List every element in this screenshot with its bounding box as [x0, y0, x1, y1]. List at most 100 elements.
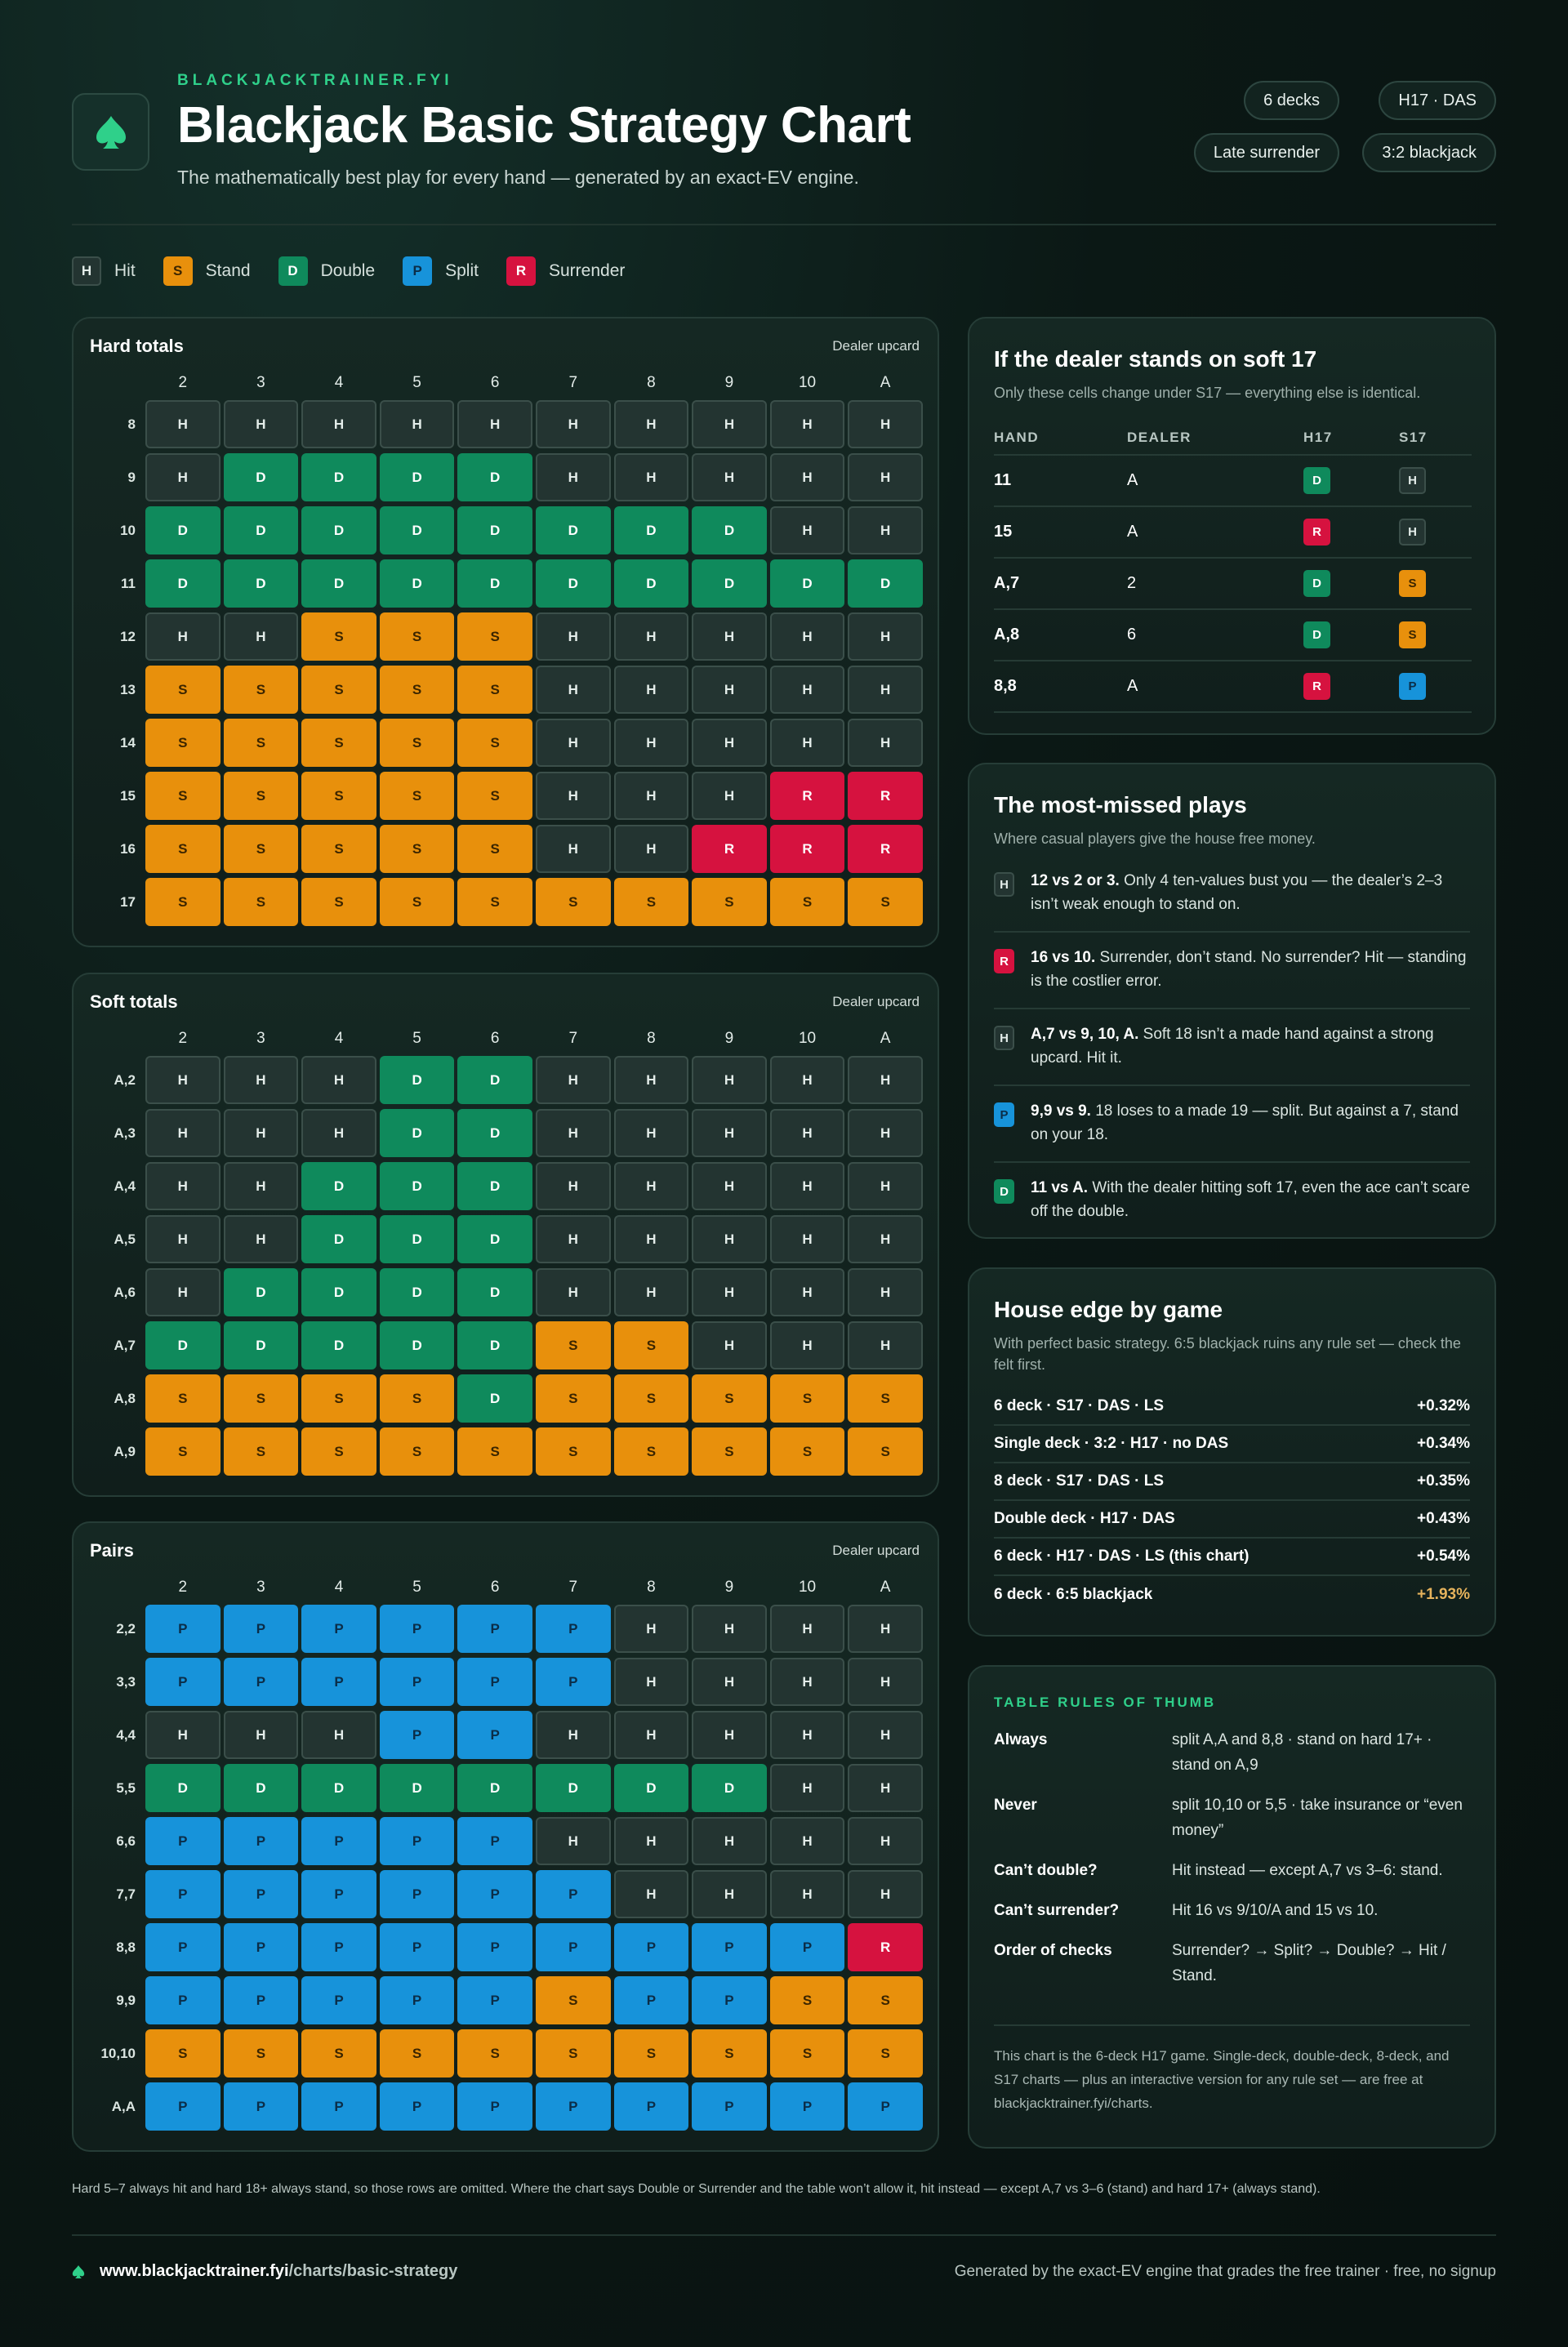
row-label: A,6	[114, 1284, 136, 1300]
strategy-cell: H	[769, 400, 845, 448]
missed-text: 11 vs A. With the dealer hitting soft 17…	[1031, 1176, 1470, 1223]
dealer: A	[1127, 661, 1303, 713]
strategy-cell: D	[457, 1321, 532, 1369]
strategy-cell: S	[145, 878, 220, 926]
legend-chip: S	[163, 256, 193, 286]
s17-table: HAND DEALER H17 S17 11 A D H 15 A R H A,7 2 D S A,8 6 D S 8,…	[994, 421, 1472, 713]
strategy-cell: D	[457, 1268, 532, 1316]
strategy-cell: P	[301, 1605, 376, 1653]
strategy-cell: D	[301, 1215, 376, 1263]
strategy-cell: H	[848, 1711, 923, 1759]
strategy-cell: D	[301, 1162, 376, 1210]
edge-value: +0.34%	[1417, 1435, 1470, 1452]
strategy-cell: H	[145, 1711, 220, 1759]
column-header: 5	[412, 1030, 421, 1047]
column-header: 6	[490, 374, 500, 391]
missed-body: Soft 18 isn’t a made hand against a stro…	[1031, 1026, 1434, 1067]
legend-label: Hit	[114, 261, 136, 280]
strategy-cell: D	[379, 1268, 455, 1316]
strategy-cell: P	[692, 1923, 767, 1971]
panel-head: Hard totals Dealer upcard	[90, 333, 920, 359]
strategy-cell: H	[848, 1268, 923, 1316]
strategy-cell: H	[535, 666, 611, 714]
panel-title: If the dealer stands on soft 17	[994, 346, 1317, 372]
strategy-cell: D	[379, 506, 455, 554]
play-chip: R	[1303, 673, 1330, 700]
play-chip: R	[994, 949, 1014, 973]
strategy-cell: P	[535, 1923, 611, 1971]
strategy-cell: H	[848, 1764, 923, 1812]
row-label: 5,5	[116, 1779, 136, 1796]
strategy-cell: D	[613, 506, 689, 554]
strategy-cell: H	[692, 1056, 767, 1104]
corner	[90, 371, 142, 395]
column-header: 10	[798, 1030, 817, 1047]
play-cell: D	[1303, 559, 1399, 610]
missed-item: R 16 vs 10. Surrender, don’t stand. No su…	[994, 933, 1470, 1009]
logo	[72, 93, 149, 171]
column-header: 8	[647, 1030, 656, 1047]
strategy-cell: D	[301, 559, 376, 608]
strategy-cell: H	[769, 1215, 845, 1263]
strategy-cell: P	[145, 1976, 220, 2024]
strategy-cell: D	[457, 506, 532, 554]
strategy-cell: D	[223, 1321, 299, 1369]
row-label: 14	[120, 734, 136, 750]
strategy-cell: H	[535, 825, 611, 873]
play-chip: D	[1303, 570, 1330, 597]
strategy-cell: S	[535, 1321, 611, 1369]
strategy-cell: H	[223, 1109, 299, 1157]
legend-chip: H	[72, 256, 101, 286]
url-path[interactable]: /charts/basic-strategy	[288, 2262, 458, 2280]
strategy-cell: S	[613, 1321, 689, 1369]
strategy-cell: H	[535, 1817, 611, 1865]
url-host[interactable]: www.blackjacktrainer.fyi	[100, 2262, 289, 2280]
strategy-cell: S	[223, 1427, 299, 1476]
strategy-cell: S	[457, 772, 532, 820]
strategy-cell: S	[535, 1976, 611, 2024]
strategy-cell: S	[223, 1374, 299, 1423]
strategy-cell: H	[535, 1711, 611, 1759]
missed-text: 16 vs 10. Surrender, don’t stand. No sur…	[1031, 946, 1470, 993]
strategy-grid: 2 3 4 5 6 7 8 9 10 A 8 H H H H H H H H H H 9 H D D D D H H H H H 10 D D D D D…	[90, 371, 923, 926]
strategy-cell: H	[613, 1817, 689, 1865]
strategy-cell: S	[145, 1427, 220, 1476]
strategy-cell: H	[223, 1162, 299, 1210]
strategy-cell: S	[692, 878, 767, 926]
strategy-cell: D	[223, 1764, 299, 1812]
strategy-cell: H	[692, 1162, 767, 1210]
play-chip: S	[1399, 570, 1426, 597]
strategy-cell: H	[613, 772, 689, 820]
row-label: 9	[127, 469, 136, 485]
strategy-cell: H	[613, 1870, 689, 1918]
strategy-cell: H	[145, 453, 220, 501]
row-label: 3,3	[116, 1673, 136, 1690]
missed-lead: 11 vs A.	[1031, 1179, 1089, 1196]
strategy-cell: D	[223, 453, 299, 501]
strategy-cell: D	[692, 506, 767, 554]
strategy-cell: H	[848, 612, 923, 661]
edge-row: Double deck · H17 · DAS +0.43%	[994, 1501, 1470, 1539]
page-title: Blackjack Basic Strategy Chart	[177, 97, 911, 154]
strategy-cell: P	[145, 2082, 220, 2131]
strategy-cell: H	[223, 1215, 299, 1263]
strategy-cell: H	[692, 1658, 767, 1706]
play-chip: H	[1399, 467, 1426, 494]
row-label: 17	[120, 893, 136, 910]
strategy-cell: H	[848, 719, 923, 767]
footer-link: www.blackjacktrainer.fyi/charts/basic-st…	[72, 2262, 457, 2281]
upcard-label: Dealer upcard	[832, 1543, 920, 1558]
strategy-cell: H	[145, 1162, 220, 1210]
strategy-cell: D	[301, 1321, 376, 1369]
column-header: 9	[724, 374, 734, 391]
rule-value: split 10,10 or 5,5 · take insurance or “…	[1172, 1797, 1463, 1839]
strategy-cell: S	[301, 2029, 376, 2078]
play-cell: D	[1303, 456, 1399, 507]
strategy-cell: S	[535, 1427, 611, 1476]
strategy-cell: H	[613, 666, 689, 714]
strategy-cell: S	[769, 1374, 845, 1423]
row-label: 2,2	[116, 1620, 136, 1637]
strategy-cell: H	[613, 400, 689, 448]
strategy-cell: S	[613, 2029, 689, 2078]
strategy-cell: H	[223, 612, 299, 661]
